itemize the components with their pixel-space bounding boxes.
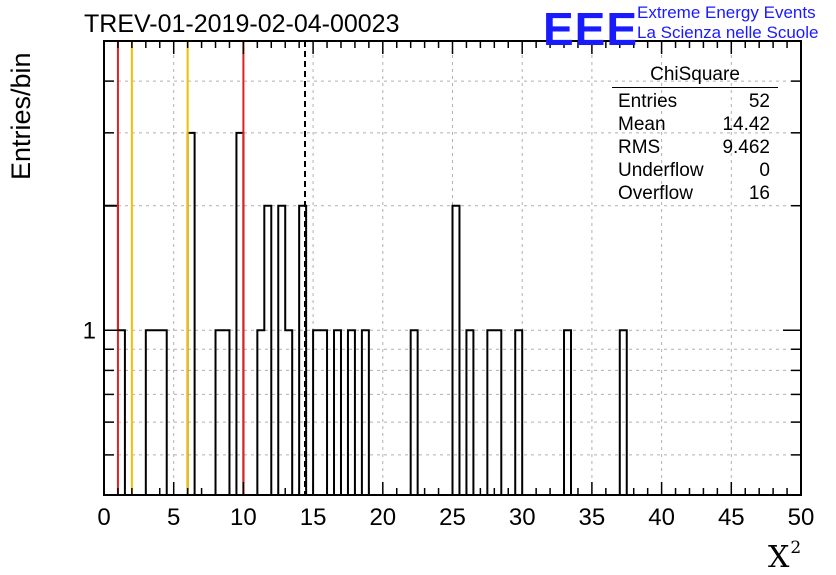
histogram-bin — [216, 330, 223, 495]
x-axis-label-main: X — [768, 540, 790, 575]
histogram-bin — [411, 330, 418, 495]
stats-row-entries: Entries 52 — [612, 90, 778, 113]
histogram-bin — [278, 206, 285, 495]
x-tick-label: 20 — [369, 504, 396, 531]
x-tick-label: 45 — [718, 504, 745, 531]
histogram-bin — [362, 330, 369, 495]
histogram-bin — [146, 330, 153, 495]
x-tick-label: 35 — [579, 504, 606, 531]
stats-box: ChiSquare Entries 52 Mean 14.42 RMS 9.462 U… — [612, 64, 778, 205]
histogram-bin — [118, 330, 125, 495]
x-axis-label-sup: 2 — [790, 538, 802, 558]
histogram-bin — [285, 330, 292, 495]
x-tick-label: 50 — [788, 504, 815, 531]
histogram-bin — [620, 330, 627, 495]
x-tick-label: 40 — [648, 504, 675, 531]
chart-title: TREV-01-2019-02-04-00023 — [84, 10, 400, 38]
histogram-bin — [257, 330, 264, 495]
histogram-bin — [348, 330, 355, 495]
x-tick-label: 30 — [509, 504, 536, 531]
stats-label: RMS — [618, 137, 661, 158]
histogram-bin — [453, 206, 460, 495]
x-tick-label: 15 — [300, 504, 327, 531]
y-tick-label: 1 — [83, 317, 96, 344]
histogram-bin — [313, 330, 320, 495]
stats-row-rms: RMS 9.462 — [612, 136, 778, 159]
histogram-bin — [564, 330, 571, 495]
stats-title: ChiSquare — [612, 64, 778, 88]
histogram-bin — [264, 206, 271, 495]
y-axis-label: Entries/bin — [6, 52, 36, 180]
stats-value: 14.42 — [722, 114, 770, 135]
stats-row-overflow: Overflow 16 — [612, 182, 778, 205]
histogram-bin — [160, 330, 167, 495]
stats-label: Mean — [618, 114, 666, 135]
x-tick-label: 5 — [167, 504, 180, 531]
stats-label: Overflow — [618, 183, 693, 204]
eee-logo: EEE — [543, 3, 639, 55]
x-tick-label: 10 — [230, 504, 257, 531]
x-axis-label: X2 — [768, 538, 801, 575]
x-tick-label: 25 — [439, 504, 466, 531]
stats-row-underflow: Underflow 0 — [612, 159, 778, 182]
histogram-bin — [236, 133, 243, 495]
logo-line-1: Extreme Energy Events — [637, 3, 816, 22]
histogram-bin — [466, 330, 473, 495]
stats-label: Entries — [618, 91, 678, 112]
histogram-bin — [104, 206, 111, 495]
histogram-bin — [515, 330, 522, 495]
stats-label: Underflow — [618, 160, 704, 181]
stats-value: 9.462 — [722, 137, 770, 158]
histogram-bin — [494, 330, 501, 495]
histogram-bin — [334, 330, 341, 495]
histogram-bin — [320, 330, 327, 495]
stats-row-mean: Mean 14.42 — [612, 113, 778, 136]
histogram-bin — [487, 330, 494, 495]
histogram-bin — [188, 133, 195, 495]
stats-value: 0 — [759, 160, 770, 181]
logo-line-2: La Scienza nelle Scuole — [637, 23, 819, 42]
x-tick-label: 0 — [97, 504, 110, 531]
histogram-bin — [111, 206, 118, 495]
histogram-bin — [153, 330, 160, 495]
stats-value: 52 — [748, 91, 770, 112]
stats-value: 16 — [748, 183, 770, 204]
histogram-bin — [222, 330, 229, 495]
